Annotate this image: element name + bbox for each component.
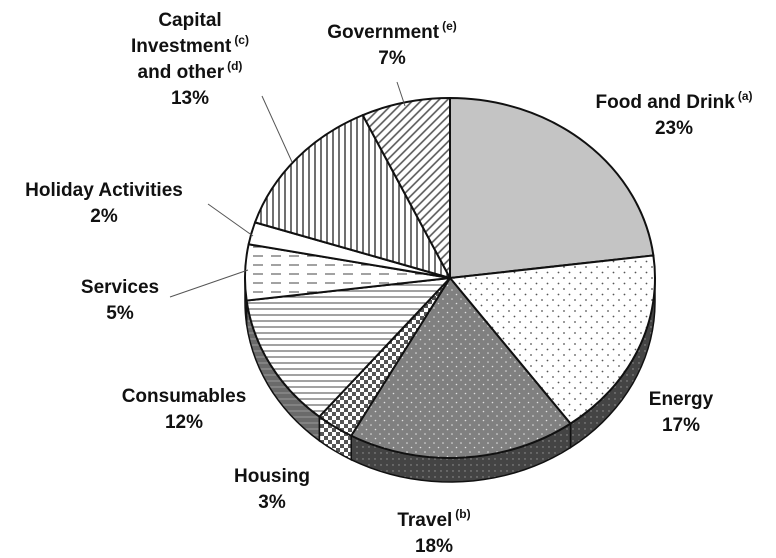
slice-food-and-drink — [449, 97, 655, 279]
slice-travel — [350, 277, 572, 459]
slice-value-travel: 18% — [415, 536, 453, 557]
slice-label-housing: Housing — [234, 466, 310, 487]
slice-label-holiday-activities: Holiday Activities — [25, 180, 183, 201]
leader-lines — [169, 81, 406, 298]
leader-line-capital-investment-and-other — [261, 95, 293, 163]
leader-line-services — [169, 269, 249, 298]
footnote-marker: (a) — [738, 89, 753, 103]
footnote-marker: (c) — [234, 33, 249, 47]
slice-value-food-and-drink: 23% — [655, 118, 693, 139]
slice-label-consumables: Consumables — [122, 386, 247, 407]
footnote-marker: (b) — [455, 507, 470, 521]
slice-value-energy: 17% — [662, 415, 700, 436]
pie-side-walls — [244, 277, 656, 483]
footnote-marker: (d) — [227, 59, 242, 73]
slice-value-government: 7% — [378, 48, 406, 69]
slice-value-holiday-activities: 2% — [90, 206, 118, 227]
slice-government — [361, 97, 451, 279]
footnote-marker: (e) — [442, 19, 457, 33]
slice-label-capital-investment-and-other: Investment (c) — [131, 33, 249, 57]
slice-capital-investment-and-other — [254, 114, 451, 279]
slice-value-consumables: 12% — [165, 412, 203, 433]
slice-value-services: 5% — [106, 303, 134, 324]
slice-value-housing: 3% — [258, 492, 286, 513]
slice-label-food-and-drink: Food and Drink (a) — [596, 89, 753, 113]
slice-energy — [449, 254, 656, 425]
slice-label-capital-investment-and-other: Capital — [158, 10, 221, 31]
leader-line-holiday-activities — [207, 203, 254, 237]
slice-label-capital-investment-and-other: and other (d) — [138, 59, 243, 83]
slice-value-capital-investment-and-other: 13% — [171, 88, 209, 109]
slice-label-travel: Travel (b) — [397, 507, 470, 531]
slice-label-energy: Energy — [649, 389, 714, 410]
pie-slices — [244, 97, 656, 459]
slice-label-government: Government (e) — [327, 19, 457, 43]
leader-line-government — [396, 81, 406, 107]
slice-consumables — [245, 277, 451, 418]
slice-labels: Food and Drink (a) 23% Energy 17% Travel (b) 18… — [25, 10, 752, 557]
slice-label-services: Services — [81, 277, 159, 298]
